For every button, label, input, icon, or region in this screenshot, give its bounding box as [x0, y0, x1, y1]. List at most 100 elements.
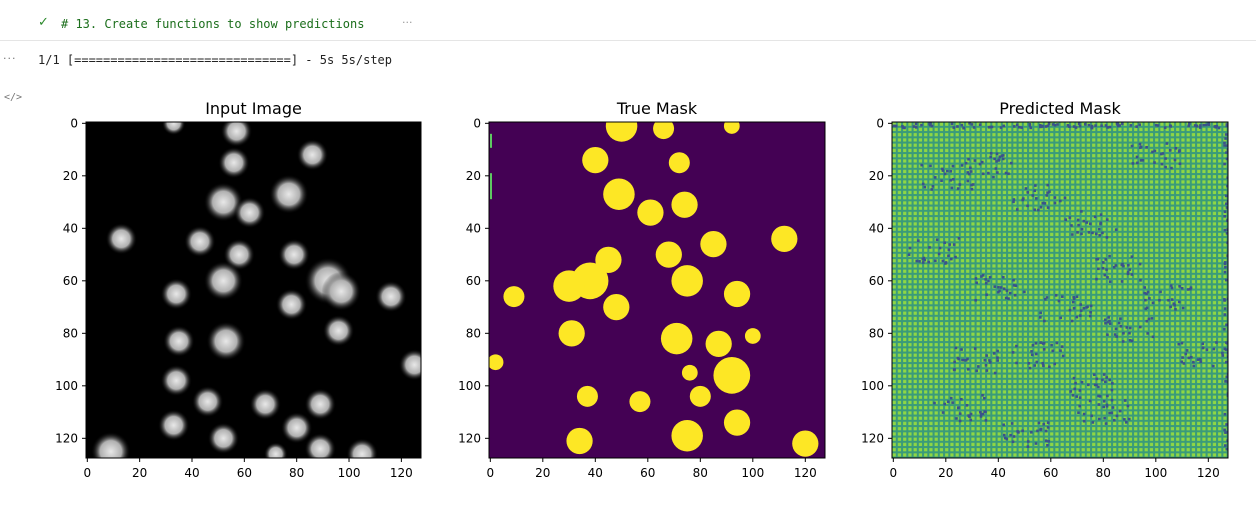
noise-pixel: [1224, 348, 1227, 351]
noise-pixel: [1033, 208, 1036, 211]
mask-blob: [566, 428, 592, 454]
noise-pixel: [1081, 381, 1084, 384]
noise-pixel: [1018, 126, 1021, 129]
noise-pixel: [1072, 301, 1075, 304]
mask-blob: [682, 365, 698, 381]
noise-pixel: [1098, 403, 1101, 406]
noise-pixel: [1021, 199, 1024, 202]
noise-pixel: [959, 420, 962, 423]
noise-pixel: [1225, 279, 1228, 282]
noise-pixel: [1061, 345, 1064, 348]
noise-pixel: [969, 419, 972, 422]
noise-pixel: [1002, 158, 1005, 161]
noise-pixel: [990, 152, 993, 155]
noise-pixel: [1059, 317, 1062, 320]
cell-blob: [305, 388, 336, 419]
noise-pixel: [1012, 351, 1015, 354]
noise-pixel: [1161, 163, 1164, 166]
noise-pixel: [1089, 223, 1092, 226]
noise-pixel: [974, 347, 977, 350]
noise-pixel: [1103, 400, 1106, 403]
cell-blob: [158, 409, 189, 440]
x-tick-label: 0: [83, 466, 91, 480]
noise-pixel: [961, 359, 964, 362]
y-tick-label: 20: [63, 169, 78, 183]
noise-pixel: [1109, 280, 1112, 283]
noise-pixel: [997, 291, 1000, 294]
noise-pixel: [1106, 395, 1109, 398]
noise-pixel: [1121, 263, 1124, 266]
noise-pixel: [1178, 149, 1181, 152]
noise-pixel: [1079, 314, 1082, 317]
noise-pixel: [1125, 421, 1128, 424]
noise-pixel: [1095, 378, 1098, 381]
noise-pixel: [1072, 394, 1075, 397]
noise-pixel: [979, 123, 982, 126]
noise-pixel: [974, 159, 977, 162]
noise-pixel: [1039, 341, 1042, 344]
noise-pixel: [987, 280, 990, 283]
noise-pixel: [1028, 362, 1031, 365]
noise-pixel: [1045, 125, 1048, 128]
noise-pixel: [1053, 363, 1056, 366]
noise-pixel: [950, 397, 953, 400]
noise-pixel: [1041, 125, 1044, 128]
noise-pixel: [1012, 200, 1015, 203]
noise-pixel: [1089, 400, 1092, 403]
noise-pixel: [1131, 340, 1134, 343]
cell-blob: [297, 139, 328, 170]
mask-blob: [603, 294, 629, 320]
x-tick-label: 40: [588, 466, 603, 480]
noise-pixel: [996, 359, 999, 362]
noise-pixel: [1040, 206, 1043, 209]
noise-pixel: [915, 123, 918, 126]
noise-pixel: [984, 359, 987, 362]
noise-pixel: [996, 152, 999, 155]
noise-pixel: [1223, 142, 1226, 145]
noise-pixel: [1102, 261, 1105, 264]
x-tick-label: 40: [991, 466, 1006, 480]
noise-pixel: [1224, 266, 1227, 269]
mask-blob: [656, 241, 682, 267]
noise-pixel: [1013, 198, 1016, 201]
x-tick-label: 80: [1096, 466, 1111, 480]
noise-pixel: [950, 258, 953, 261]
noise-pixel: [1212, 365, 1215, 368]
noise-pixel: [1003, 434, 1006, 437]
noise-pixel: [1174, 308, 1177, 311]
noise-pixel: [1183, 362, 1186, 365]
noise-pixel: [1042, 423, 1045, 426]
noise-pixel: [982, 172, 985, 175]
noise-pixel: [995, 160, 998, 163]
noise-pixel: [1075, 126, 1078, 129]
noise-pixel: [1082, 307, 1085, 310]
y-tick-label: 0: [876, 116, 884, 130]
x-tick-label: 80: [693, 466, 708, 480]
mask-blob: [724, 409, 750, 435]
noise-pixel: [1099, 222, 1102, 225]
x-tick-label: 120: [1197, 466, 1220, 480]
noise-pixel: [1079, 125, 1082, 128]
noise-pixel: [1061, 295, 1064, 298]
mask-blob: [577, 386, 598, 407]
noise-pixel: [1186, 349, 1189, 352]
noise-pixel: [967, 368, 970, 371]
noise-pixel: [1224, 263, 1227, 266]
noise-pixel: [970, 170, 973, 173]
edge-artifact: [490, 134, 492, 148]
noise-pixel: [1223, 215, 1226, 218]
noise-pixel: [942, 411, 945, 414]
noise-pixel: [1100, 213, 1103, 216]
noise-pixel: [1184, 353, 1187, 356]
cell-blob: [206, 322, 245, 361]
noise-pixel: [949, 179, 952, 182]
noise-pixel: [918, 260, 921, 263]
noise-pixel: [1095, 278, 1098, 281]
noise-pixel: [1181, 356, 1184, 359]
noise-pixel: [1062, 355, 1065, 358]
cell-blob: [161, 278, 192, 309]
noise-pixel: [1080, 309, 1083, 312]
noise-pixel: [923, 259, 926, 262]
noise-pixel: [989, 156, 992, 159]
noise-pixel: [909, 247, 912, 250]
